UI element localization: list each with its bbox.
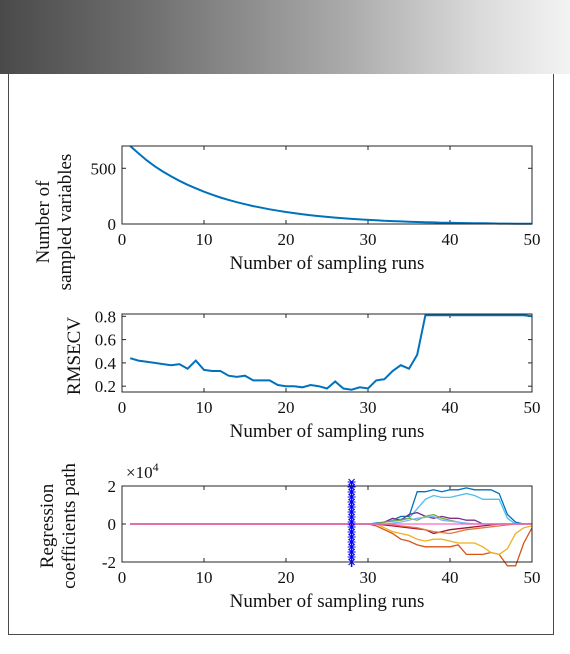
p2-xtick-label: 40 bbox=[442, 398, 459, 417]
figure-canvas: Number of sampled variables 0 10 20 30 40 500… bbox=[33, 145, 541, 612]
regression-series-line bbox=[130, 513, 532, 525]
selected-run-star bbox=[347, 543, 356, 551]
p3-ytick-label: 2 bbox=[108, 477, 117, 496]
p1-ytick-label: 500 bbox=[91, 159, 117, 178]
p3-xtick-label: 20 bbox=[278, 568, 295, 587]
rmsecv-line bbox=[129, 314, 533, 391]
regression-series-line bbox=[130, 487, 532, 525]
p2-xtick-label: 0 bbox=[118, 398, 127, 417]
p1-xtick-label: 30 bbox=[360, 230, 377, 249]
regression-series-line bbox=[130, 523, 533, 567]
selected-run-star bbox=[347, 538, 356, 546]
selected-run-star bbox=[347, 553, 356, 561]
p1-xtick-label: 50 bbox=[524, 230, 541, 249]
sampled-variables-ylabel-line1: Number of bbox=[33, 180, 54, 264]
regression-ylabel-line2: coefficients path bbox=[59, 463, 80, 589]
rmsecv-plot: RMSECV 0 10 20 30 40 50 0.2 0.4 0.6 0.8 Number of… bbox=[64, 307, 541, 442]
regression-exponent-label: ×104 bbox=[126, 460, 159, 482]
p2-ytick-label: 0.4 bbox=[95, 354, 117, 373]
selected-run-star bbox=[347, 498, 356, 506]
p2-xtick-label: 30 bbox=[360, 398, 377, 417]
selected-run-star bbox=[347, 483, 356, 491]
p3-xtick-label: 50 bbox=[524, 568, 541, 587]
sampled-variables-axes-box bbox=[121, 145, 533, 225]
sampled-variables-xlabel: Number of sampling runs bbox=[230, 253, 425, 274]
regression-series-group bbox=[130, 487, 533, 567]
p3-ytick-label: 0 bbox=[108, 515, 117, 534]
p3-xtick-label: 0 bbox=[118, 568, 127, 587]
selected-run-star bbox=[347, 488, 356, 496]
figure-frame: Number of sampled variables 0 10 20 30 40 50 0… bbox=[8, 74, 554, 635]
rmsecv-xlabel: Number of sampling runs bbox=[230, 421, 425, 442]
p1-xtick-label: 20 bbox=[278, 230, 295, 249]
p2-xtick-label: 50 bbox=[524, 398, 541, 417]
regression-path-plot: Regression coefficients path ×104 0 10 20 3… bbox=[37, 460, 541, 612]
p1-xtick-label: 10 bbox=[196, 230, 213, 249]
selected-run-star bbox=[347, 528, 356, 536]
regression-series-line bbox=[130, 492, 532, 525]
selected-run-star bbox=[347, 503, 356, 511]
p3-xtick-label: 30 bbox=[360, 568, 377, 587]
sampled-variables-line bbox=[129, 145, 533, 225]
p1-xtick-label: 40 bbox=[442, 230, 459, 249]
sampled-variables-ylabel-line2: sampled variables bbox=[55, 154, 76, 291]
selected-run-star bbox=[347, 523, 356, 531]
regression-series-line bbox=[130, 523, 532, 535]
p2-ytick-label: 0.6 bbox=[95, 331, 116, 350]
selected-run-star bbox=[347, 478, 356, 486]
sampled-variables-plot: Number of sampled variables 0 10 20 30 40 500… bbox=[33, 145, 541, 291]
selected-run-star bbox=[347, 548, 356, 556]
rmsecv-axes-box bbox=[121, 313, 533, 393]
selected-run-star bbox=[347, 533, 356, 541]
regression-axes-box bbox=[121, 485, 533, 563]
p1-xtick-label: 0 bbox=[118, 230, 127, 249]
regression-ylabel-group: Regression coefficients path bbox=[37, 463, 80, 589]
selected-run-star bbox=[347, 508, 356, 516]
regression-series-line bbox=[130, 511, 532, 525]
p2-xtick-label: 20 bbox=[278, 398, 295, 417]
rmsecv-ylabel-group: RMSECV bbox=[64, 317, 85, 395]
selected-run-star bbox=[347, 493, 356, 501]
p2-ytick-label: 0.2 bbox=[95, 377, 116, 396]
regression-xlabel: Number of sampling runs bbox=[230, 591, 425, 612]
p3-xtick-label: 40 bbox=[442, 568, 459, 587]
sampled-variables-ylabel: Number of sampled variables bbox=[33, 154, 76, 291]
rmsecv-ylabel: RMSECV bbox=[64, 317, 85, 395]
regression-ylabel-line1: Regression bbox=[37, 483, 58, 568]
p3-ytick-label: -2 bbox=[102, 553, 116, 572]
p2-xtick-label: 10 bbox=[196, 398, 213, 417]
selected-run-marker bbox=[347, 478, 356, 567]
selected-run-star bbox=[347, 513, 356, 521]
header-band bbox=[0, 0, 570, 74]
p3-xtick-label: 10 bbox=[196, 568, 213, 587]
regression-series-line bbox=[130, 523, 533, 556]
p1-ytick-label: 0 bbox=[108, 215, 117, 234]
p2-ytick-label: 0.8 bbox=[95, 307, 116, 326]
selected-run-star bbox=[347, 518, 356, 526]
